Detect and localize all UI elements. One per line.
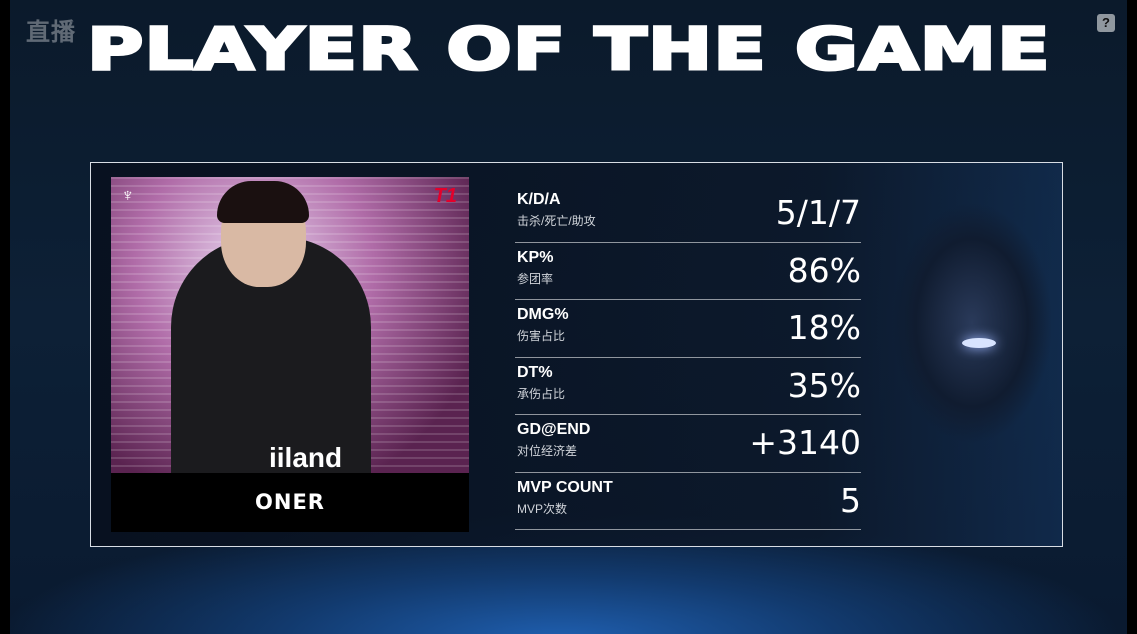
- stat-label: DMG%: [517, 306, 569, 323]
- right-edge: [1127, 0, 1137, 634]
- team-logo-icon: T1: [433, 185, 457, 207]
- champion-art: [862, 163, 1062, 546]
- help-icon[interactable]: ?: [1097, 14, 1115, 32]
- stat-row-kp: KP% 参团率 86%: [515, 243, 861, 300]
- stat-value: 35%: [787, 365, 861, 405]
- stat-sublabel: MVP次数: [517, 501, 568, 516]
- bilibili-watermark: 直播: [26, 19, 76, 46]
- stat-row-kda: K/D/A 击杀/死亡/助攻 5/1/7: [515, 185, 861, 243]
- stat-value: 18%: [787, 308, 861, 347]
- stat-value: 5/1/7: [775, 193, 861, 232]
- champion-eye: [962, 338, 996, 348]
- stat-value: 5: [840, 480, 861, 520]
- player-hair: [217, 181, 309, 223]
- stat-row-gd: GD@END 对位经济差 +3140: [515, 415, 861, 473]
- stats-panel: iiland ♆ T1 ONER K/D/A 击杀/死亡/助攻 5/1/7 KP% 参…: [90, 162, 1063, 547]
- player-photo: iiland ♆ T1: [111, 177, 469, 473]
- league-logo-icon: ♆: [121, 185, 135, 205]
- stat-value: 86%: [787, 250, 861, 290]
- stat-sublabel: 对位经济差: [517, 444, 578, 458]
- stat-label: DT%: [517, 363, 553, 381]
- stat-sublabel: 伤害占比: [517, 329, 566, 343]
- stat-label: K/D/A: [517, 191, 561, 208]
- stat-sublabel: 承伤占比: [517, 386, 566, 401]
- stat-sublabel: 参团率: [517, 271, 554, 286]
- stat-row-mvp: MVP COUNT MVP次数 5: [515, 473, 861, 530]
- stat-value: +3140: [749, 423, 861, 462]
- player-name: ONER: [255, 490, 325, 514]
- stat-label: MVP COUNT: [517, 478, 613, 496]
- stat-label: KP%: [517, 248, 554, 266]
- jersey-brand: iiland: [269, 442, 343, 473]
- player-card: iiland ♆ T1 ONER: [111, 177, 469, 532]
- stats-list: K/D/A 击杀/死亡/助攻 5/1/7 KP% 参团率 86% DMG% 伤害占比 18%…: [515, 185, 861, 530]
- stat-row-dt: DT% 承伤占比 35%: [515, 358, 861, 415]
- stat-sublabel: 击杀/死亡/助攻: [517, 214, 596, 228]
- title-bar: PLAYER OF THE GAME: [0, 14, 1137, 84]
- left-edge: [0, 0, 10, 634]
- stat-row-dmg: DMG% 伤害占比 18%: [515, 300, 861, 358]
- stat-label: GD@END: [517, 421, 591, 438]
- page-title: PLAYER OF THE GAME: [85, 14, 1051, 84]
